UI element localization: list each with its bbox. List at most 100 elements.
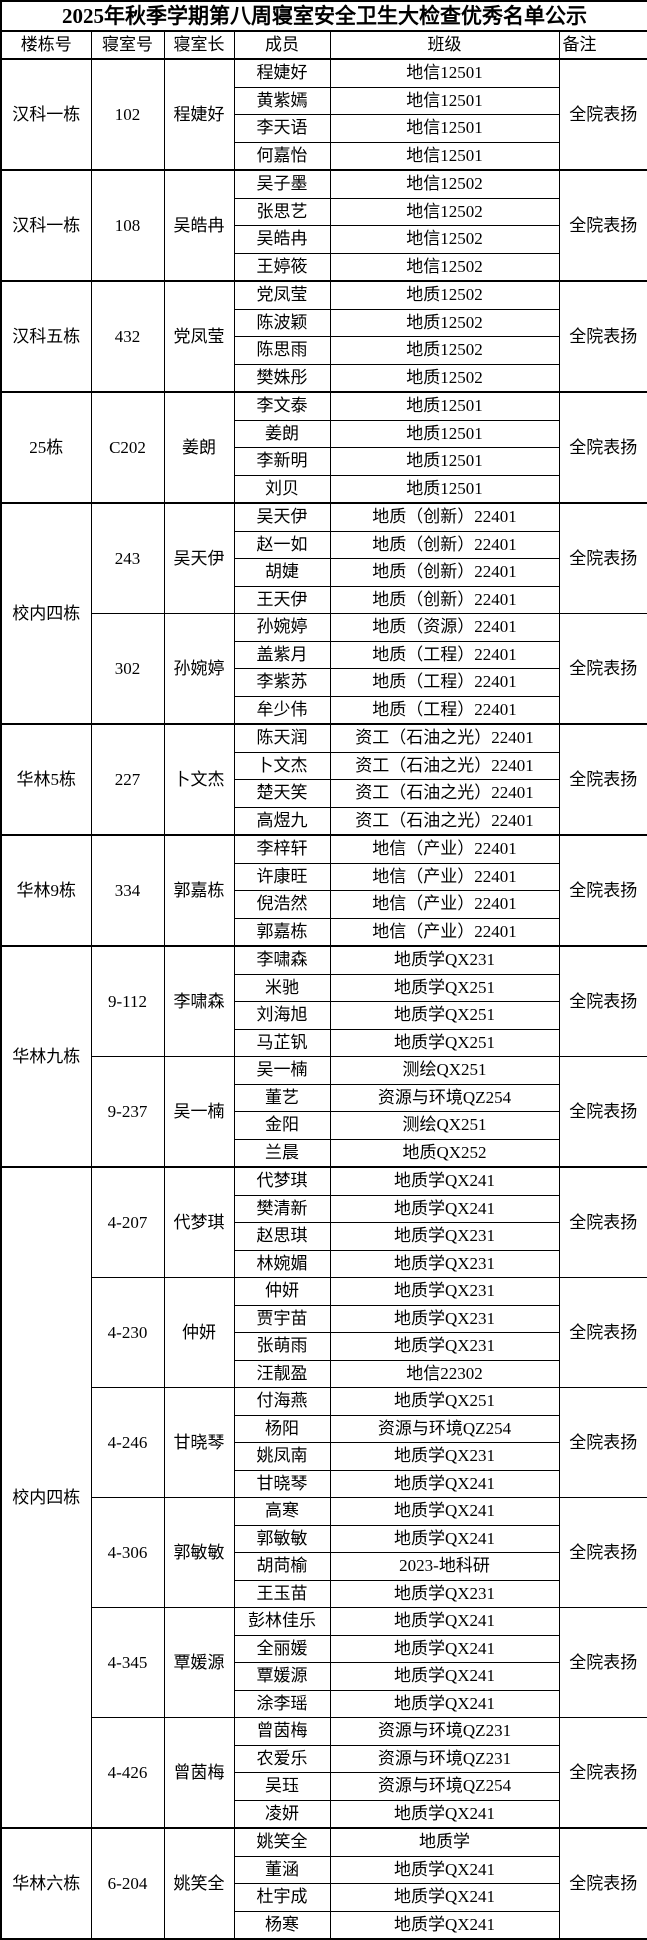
class-cell: 资源与环境QZ231 xyxy=(329,1717,560,1746)
member-cell: 涂李瑶 xyxy=(233,1689,331,1718)
col-header-leader: 寝室长 xyxy=(163,30,235,60)
leader-cell: 仲妍 xyxy=(163,1277,235,1388)
table-body: 汉科一栋 102 程婕好 程婕好 地信12501 全院表扬 黄紫嫣 地信12501 李天语 地信1… xyxy=(0,58,647,1940)
remark-cell: 全院表扬 xyxy=(558,1497,647,1608)
member-cell: 楚天笑 xyxy=(233,779,331,808)
class-cell: 地质学QX251 xyxy=(329,1001,560,1030)
class-cell: 资工（石油之光）22401 xyxy=(329,723,560,753)
table-row: 华林9栋 334 郭嘉栋 李梓轩 地信（产业）22401 全院表扬 xyxy=(0,834,647,947)
class-cell: 资工（石油之光）22401 xyxy=(329,779,560,808)
leader-cell: 程婕好 xyxy=(163,58,235,171)
remark-cell: 全院表扬 xyxy=(558,945,647,1057)
member-cell: 覃媛源 xyxy=(233,1662,331,1691)
building-cell: 华林九栋 xyxy=(0,945,92,1168)
table-row: 郭敏敏 地质学QX241 xyxy=(1,1524,647,1553)
member-cell: 曾茵梅 xyxy=(233,1717,331,1746)
class-cell: 地质学QX231 xyxy=(329,1277,560,1306)
table-row: 甘晓琴 地质学QX241 xyxy=(1,1469,647,1498)
class-cell: 地质学QX241 xyxy=(329,1910,560,1940)
member-cell: 吴子墨 xyxy=(233,169,331,199)
leader-cell: 吴天伊 xyxy=(163,502,235,614)
leader-cell: 卜文杰 xyxy=(163,723,235,836)
class-cell: 地信12501 xyxy=(329,58,560,88)
page-title: 2025年秋季学期第八周寝室安全卫生大检查优秀名单公示 xyxy=(0,0,647,32)
member-cell: 樊姝彤 xyxy=(233,363,331,393)
remark-cell: 全院表扬 xyxy=(558,169,647,282)
class-cell: 地质学QX251 xyxy=(329,1028,560,1057)
table-row: 杨阳 资源与环境QZ254 xyxy=(1,1414,647,1443)
table-row: 吴皓冉 地信12502 xyxy=(1,225,647,254)
room-cell: 9-237 xyxy=(90,1056,165,1168)
class-cell: 地质学QX241 xyxy=(329,1883,560,1912)
remark-cell: 全院表扬 xyxy=(558,1277,647,1388)
member-cell: 王婷筱 xyxy=(233,252,331,282)
table-row: 陈思雨 地质12502 xyxy=(1,336,647,365)
col-header-room: 寝室号 xyxy=(90,30,165,60)
class-cell: 地质12501 xyxy=(329,447,560,476)
class-cell: 2023-地科研 xyxy=(329,1552,560,1581)
class-cell: 地质学QX231 xyxy=(329,1222,560,1251)
member-cell: 金阳 xyxy=(233,1111,331,1140)
member-cell: 董艺 xyxy=(233,1083,331,1112)
table-row: 姜朗 地质12501 xyxy=(1,419,647,448)
table-row: 4-426 曾茵梅 曾茵梅 资源与环境QZ231 全院表扬 xyxy=(1,1717,647,1829)
table-row: 刘贝 地质12501 xyxy=(1,474,647,504)
class-cell: 地质学QX231 xyxy=(329,945,560,975)
member-cell: 农爱乐 xyxy=(233,1744,331,1773)
remark-cell: 全院表扬 xyxy=(558,391,647,504)
remark-cell: 全院表扬 xyxy=(558,1717,647,1829)
room-cell: 227 xyxy=(90,723,165,836)
class-cell: 地信12501 xyxy=(329,141,560,171)
table-row: 李紫苏 地质（工程）22401 xyxy=(1,668,647,697)
member-cell: 黄紫嫣 xyxy=(233,86,331,115)
class-cell: 地质（资源）22401 xyxy=(329,613,560,642)
table-row: 302 孙婉婷 孙婉婷 地质（资源）22401 全院表扬 xyxy=(1,613,647,725)
class-cell: 地质学QX241 xyxy=(329,1607,560,1636)
class-cell: 地质学QX231 xyxy=(329,1249,560,1278)
member-cell: 林婉媚 xyxy=(233,1249,331,1278)
member-cell: 杜宇成 xyxy=(233,1883,331,1912)
table-row: 樊清新 地质学QX241 xyxy=(1,1194,647,1223)
table-row: 黄紫嫣 地信12501 xyxy=(1,86,647,115)
table-row: 王天伊 地质（创新）22401 xyxy=(1,585,647,614)
room-cell: 334 xyxy=(90,834,165,947)
member-cell: 吴天伊 xyxy=(233,502,331,532)
class-cell: 测绘QX251 xyxy=(329,1111,560,1140)
header-row: 楼栋号 寝室号 寝室长 成员 班级 备注 xyxy=(0,30,647,60)
col-header-member: 成员 xyxy=(233,30,331,60)
class-cell: 地质（工程）22401 xyxy=(329,640,560,669)
class-cell: 地质学QX231 xyxy=(329,1304,560,1333)
class-cell: 地质学QX231 xyxy=(329,1332,560,1361)
table-row: 胡婕 地质（创新）22401 xyxy=(1,558,647,587)
class-cell: 地质学QX251 xyxy=(329,973,560,1002)
table-row: 张思艺 地信12502 xyxy=(1,197,647,226)
leader-cell: 吴一楠 xyxy=(163,1056,235,1168)
room-cell: 9-112 xyxy=(90,945,165,1057)
room-cell: 432 xyxy=(90,280,165,393)
class-cell: 地质12502 xyxy=(329,308,560,337)
member-cell: 李紫苏 xyxy=(233,668,331,697)
class-cell: 地质12502 xyxy=(329,336,560,365)
class-cell: 地质（创新）22401 xyxy=(329,585,560,614)
table-row: 汉科五栋 432 党凤莹 党凤莹 地质12502 全院表扬 xyxy=(0,280,647,393)
class-cell: 资源与环境QZ231 xyxy=(329,1744,560,1773)
table-row: 胡苘榆 2023-地科研 xyxy=(1,1552,647,1581)
member-cell: 李梓轩 xyxy=(233,834,331,864)
col-header-class: 班级 xyxy=(329,30,560,60)
member-cell: 牟少伟 xyxy=(233,695,331,725)
class-cell: 地质12502 xyxy=(329,363,560,393)
room-cell: 4-207 xyxy=(90,1166,165,1278)
remark-cell: 全院表扬 xyxy=(558,280,647,393)
table-row: 刘海旭 地质学QX251 xyxy=(1,1001,647,1030)
table-row: 赵思琪 地质学QX231 xyxy=(1,1222,647,1251)
table-row: 李天语 地信12501 xyxy=(1,114,647,143)
class-cell: 测绘QX251 xyxy=(329,1056,560,1085)
building-cell: 25栋 xyxy=(0,391,92,504)
class-cell: 资工（石油之光）22401 xyxy=(329,751,560,780)
member-cell: 杨寒 xyxy=(233,1910,331,1940)
member-cell: 汪靓盈 xyxy=(233,1359,331,1388)
table-row: 许康旺 地信（产业）22401 xyxy=(1,862,647,891)
member-cell: 李文泰 xyxy=(233,391,331,421)
table-row: 4-246 甘晓琴 付海燕 地质学QX251 全院表扬 xyxy=(1,1387,647,1498)
leader-cell: 郭嘉栋 xyxy=(163,834,235,947)
